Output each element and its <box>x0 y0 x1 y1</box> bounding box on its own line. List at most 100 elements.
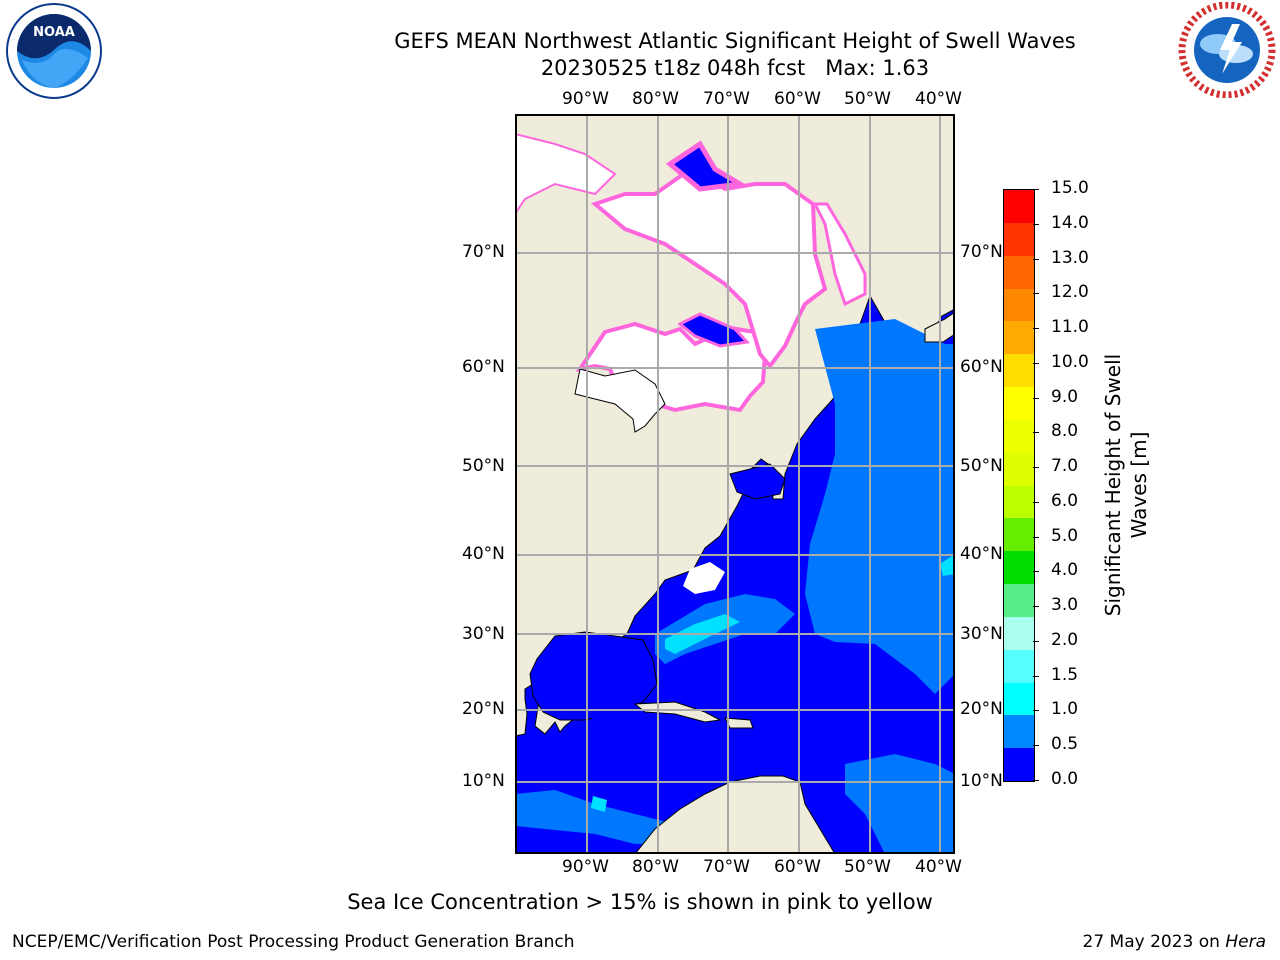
colorbar-segment <box>1004 288 1034 322</box>
lon-label-top-40w: 40°W <box>915 89 962 109</box>
colorbar-tick-mark <box>1033 293 1039 295</box>
map-title: GEFS MEAN Northwest Atlantic Significant… <box>394 29 1076 53</box>
colorbar-tick-mark <box>1033 536 1039 538</box>
machine-name: Hera <box>1225 932 1266 952</box>
date-value: 27 May 2023 on <box>1082 932 1220 952</box>
lon-label-bottom-60w: 60°W <box>774 857 821 877</box>
cuba <box>633 701 722 723</box>
noaa-logo-text: NOAA <box>33 25 75 40</box>
map-panel <box>514 114 956 855</box>
lat-label-right-10n: 10°N <box>960 771 1003 791</box>
colorbar-title-line2: Waves [m] <box>1127 431 1151 539</box>
hispaniola <box>724 717 754 729</box>
colorbar-segment <box>1004 387 1034 421</box>
colorbar-tick-label: 6.0 <box>1051 490 1079 511</box>
colorbar-tick-mark <box>1033 501 1039 503</box>
colorbar-segment <box>1004 485 1034 519</box>
colorbar-tick-mark <box>1033 432 1039 434</box>
lat-label-left-60n: 60°N <box>462 357 505 377</box>
foxe-basin-ice <box>677 312 751 348</box>
colorbar-title-line1: Significant Height of Swell <box>1101 353 1125 617</box>
date-text: 27 May 2023 on Hera <box>1083 932 1267 952</box>
colorbar-tick-mark <box>1033 258 1039 260</box>
colorbar-segment <box>1004 748 1034 782</box>
colorbar-segment <box>1004 518 1034 552</box>
colorbar-tick-mark <box>1033 189 1039 190</box>
lat-label-right-60n: 60°N <box>960 357 1003 377</box>
colorbar-segment <box>1004 584 1034 618</box>
lon-label-bottom-40w: 40°W <box>915 857 962 877</box>
colorbar-tick-label: 9.0 <box>1051 386 1079 407</box>
swell-zone-05-d <box>515 790 675 844</box>
lon-label-top-60w: 60°W <box>774 89 821 109</box>
colorbar-title: Significant Height of Swell Waves [m] <box>1100 325 1160 645</box>
lat-label-right-50n: 50°N <box>960 456 1003 476</box>
map-frame <box>515 114 955 854</box>
south-america <box>633 775 836 855</box>
lon-label-bottom-70w: 70°W <box>703 857 750 877</box>
colorbar-segment <box>1004 419 1034 454</box>
colorbar-tick-label: 1.0 <box>1051 699 1079 720</box>
colorbar-segment <box>1004 222 1034 257</box>
colorbar-tick-label: 1.5 <box>1051 664 1079 685</box>
colorbar-tick-label: 3.0 <box>1051 595 1079 616</box>
baffin-bay-ice <box>590 163 828 370</box>
colorbar-tick-label: 4.0 <box>1051 560 1079 581</box>
colorbar-segment <box>1004 255 1034 289</box>
lon-label-top-50w: 50°W <box>844 89 891 109</box>
colorbar-tick-label: 0.0 <box>1051 769 1079 789</box>
lon-label-bottom-90w: 90°W <box>562 857 609 877</box>
colorbar-tick-label: 10.0 <box>1051 351 1089 372</box>
lat-label-right-30n: 30°N <box>960 624 1003 644</box>
great-lakes <box>683 562 725 594</box>
colorbar-segment <box>1004 616 1034 651</box>
lat-label-right-20n: 20°N <box>960 699 1003 719</box>
colorbar-segment <box>1004 649 1034 683</box>
colorbar-tick-mark <box>1033 223 1039 225</box>
lat-label-right-40n: 40°N <box>960 544 1003 564</box>
credit-text: NCEP/EMC/Verification Post Processing Pr… <box>12 932 575 952</box>
lon-label-top-80w: 80°W <box>632 89 679 109</box>
arctic-channels <box>514 132 617 218</box>
sea-ice-caption: Sea Ice Concentration > 15% is shown in … <box>347 890 933 914</box>
lat-label-left-30n: 30°N <box>462 624 505 644</box>
colorbar-tick-label: 8.0 <box>1051 421 1079 442</box>
colorbar-tick-label: 12.0 <box>1051 282 1089 303</box>
colorbar-tick-mark <box>1033 571 1039 573</box>
colorbar-tick-label: 2.0 <box>1051 629 1079 650</box>
colorbar-segment <box>1004 354 1034 388</box>
colorbar-tick-label: 14.0 <box>1051 212 1089 233</box>
colorbar-tick-mark <box>1033 640 1039 642</box>
colorbar-segment <box>1004 190 1034 224</box>
lat-label-right-70n: 70°N <box>960 242 1003 262</box>
lat-label-left-50n: 50°N <box>462 456 505 476</box>
colorbar-tick-label: 11.0 <box>1051 317 1089 338</box>
swell-zone-05 <box>805 319 955 694</box>
lat-label-left-40n: 40°N <box>462 544 505 564</box>
colorbar-tick-label: 7.0 <box>1051 456 1079 477</box>
colorbar-tick-mark <box>1033 675 1039 677</box>
swell-zone-1-c <box>591 796 607 812</box>
colorbar-ticks: 15.0 14.0 13.0 12.0 11.0 10.0 9.0 8.0 7.0 6.0 5.0 4… <box>1033 178 1106 789</box>
swell-zone-05-c <box>845 754 955 854</box>
nws-logo <box>1178 2 1276 98</box>
lon-label-top-90w: 90°W <box>562 89 609 109</box>
colorbar-tick-mark <box>1033 606 1039 608</box>
lon-label-bottom-80w: 80°W <box>632 857 679 877</box>
colorbar-segment <box>1004 682 1034 716</box>
lat-label-left-10n: 10°N <box>462 771 505 791</box>
colorbar-tick-mark <box>1033 780 1039 781</box>
lat-label-left-20n: 20°N <box>462 699 505 719</box>
colorbar <box>1003 189 1035 782</box>
colorbar-tick-label: 15.0 <box>1051 178 1089 198</box>
colorbar-segment <box>1004 321 1034 355</box>
colorbar-segment <box>1004 551 1034 585</box>
colorbar-tick-mark <box>1033 328 1039 330</box>
colorbar-tick-label: 5.0 <box>1051 525 1079 546</box>
colorbar-tick-mark <box>1033 745 1039 747</box>
colorbar-segment <box>1004 452 1034 486</box>
map-svg <box>514 114 956 855</box>
hudson-bay-south <box>574 368 666 433</box>
lat-label-left-70n: 70°N <box>462 242 505 262</box>
colorbar-tick-label: 13.0 <box>1051 247 1089 268</box>
